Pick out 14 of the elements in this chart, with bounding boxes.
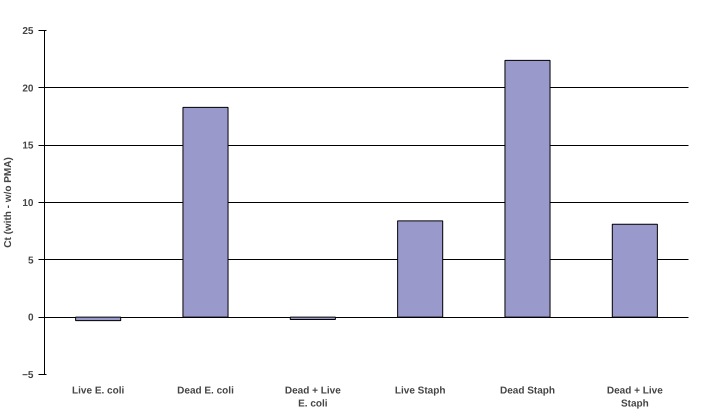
y-tick-label: 10 — [22, 198, 34, 209]
x-tick-label: Dead + Live E. coli — [284, 386, 342, 410]
y-axis-title: Ct (with - w/o PMA) — [3, 157, 14, 248]
x-tick-label: Live E. coli — [72, 386, 125, 396]
y-tick-label: 15 — [22, 140, 34, 152]
x-tick-label: Live Staph — [394, 386, 446, 396]
y-tick-label: 5 — [28, 255, 34, 266]
y-tick-label: 25 — [22, 26, 34, 37]
y-tick-label: −5 — [22, 370, 34, 381]
y-tick-label: 20 — [22, 83, 34, 94]
y-tick-label: 0 — [28, 312, 34, 324]
x-tick-label: Dead E. coli — [177, 386, 234, 396]
x-tick-label: Dead Staph — [500, 386, 556, 396]
x-tick-label: Dead + Live Staph — [606, 386, 664, 410]
